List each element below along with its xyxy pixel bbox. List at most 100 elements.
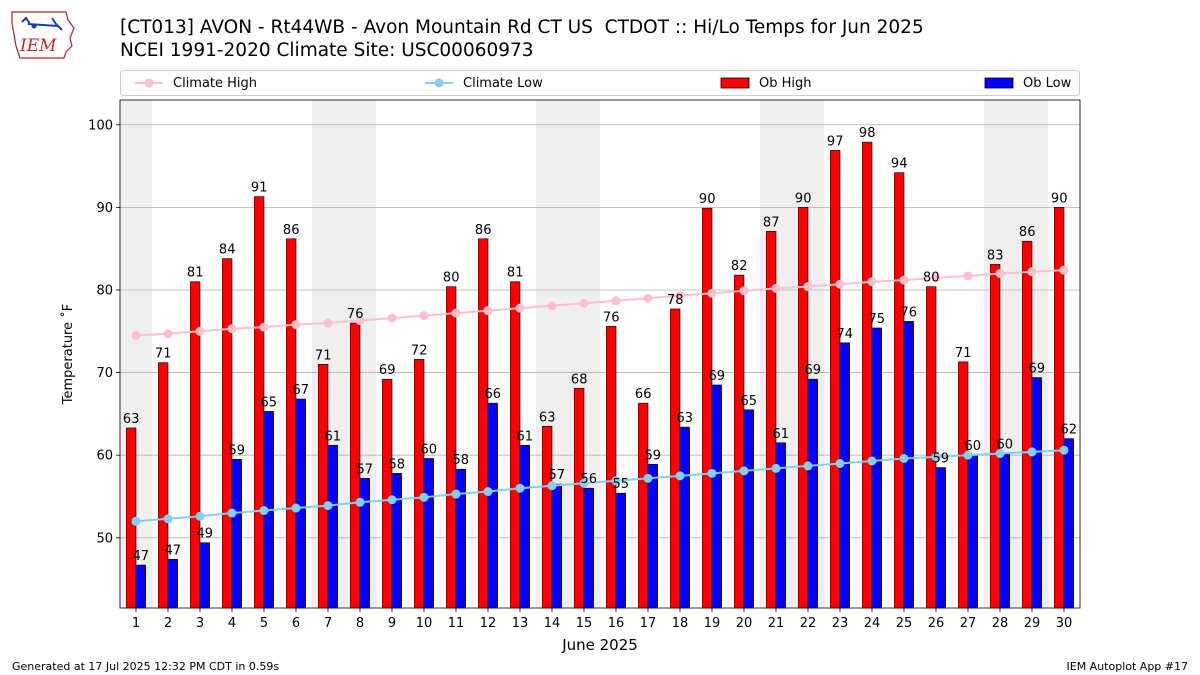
climate-low-point xyxy=(867,456,877,466)
climate-low-point xyxy=(259,506,269,516)
ob-low-label: 49 xyxy=(197,527,214,542)
ob-high-bar xyxy=(638,402,649,609)
climate-low-point xyxy=(995,449,1005,459)
legend-item-ob-low: Ob Low xyxy=(983,71,1071,95)
climate-high-point xyxy=(643,293,653,303)
climate-low-point xyxy=(579,478,589,488)
ob-high-bar xyxy=(894,172,905,609)
x-tick-label: 19 xyxy=(704,616,721,631)
ob-high-bar xyxy=(478,238,489,609)
ob-low-bar xyxy=(839,342,850,609)
ob-low-bar xyxy=(135,564,146,609)
x-tick-label: 10 xyxy=(416,616,433,631)
climate-high-point xyxy=(387,313,397,323)
ob-low-bar xyxy=(807,378,818,609)
ob-low-bar xyxy=(583,487,594,609)
ob-high-bar xyxy=(414,359,425,609)
x-tick-label: 23 xyxy=(832,616,849,631)
climate-low-point xyxy=(899,453,909,463)
ob-low-label: 55 xyxy=(613,477,630,492)
ob-low-label: 66 xyxy=(485,387,502,402)
legend-label: Ob High xyxy=(759,75,812,91)
x-tick-label: 28 xyxy=(992,616,1009,631)
climate-low-point xyxy=(771,463,781,473)
chart-legend: Climate High Climate Low Ob High Ob Low xyxy=(120,70,1080,96)
ob-high-bar xyxy=(286,238,297,609)
climate-high-point xyxy=(675,291,685,301)
climate-high-point xyxy=(707,288,717,298)
ob-high-label: 81 xyxy=(187,266,204,281)
ob-high-label: 90 xyxy=(795,191,812,206)
ob-high-label: 86 xyxy=(475,223,492,238)
climate-high-point xyxy=(611,296,621,306)
climate-low-point xyxy=(451,489,461,499)
x-tick-label: 6 xyxy=(292,616,300,631)
ob-low-label: 63 xyxy=(677,411,694,426)
climate-low-point xyxy=(387,495,397,505)
ob-low-label: 56 xyxy=(581,472,598,487)
ob-low-label: 59 xyxy=(933,452,950,467)
climate-low-point xyxy=(163,514,173,524)
ob-low-bar xyxy=(199,542,210,609)
x-tick-label: 9 xyxy=(388,616,396,631)
ob-low-label: 69 xyxy=(1029,362,1046,377)
ob-low-bar xyxy=(295,398,306,609)
ob-low-bar xyxy=(487,402,498,609)
y-tick-label: 90 xyxy=(96,201,113,216)
climate-low-point xyxy=(675,471,685,481)
iem-logo: IEM xyxy=(11,11,75,59)
climate-low-point xyxy=(355,497,365,507)
ob-low-bar xyxy=(871,327,882,609)
ob-low-bar xyxy=(903,321,914,609)
ob-low-label: 67 xyxy=(293,383,310,398)
ob-high-bar xyxy=(670,308,681,609)
ob-low-label: 57 xyxy=(357,462,374,477)
ob-high-label: 84 xyxy=(219,243,236,258)
legend-label: Ob Low xyxy=(1023,75,1072,91)
ob-high-bar xyxy=(926,286,937,609)
ob-high-label: 69 xyxy=(379,363,396,378)
climate-high-swatch xyxy=(135,78,163,88)
legend-label: Climate High xyxy=(173,75,258,91)
climate-high-point xyxy=(963,271,973,281)
climate-high-point xyxy=(899,275,909,285)
ob-low-bar xyxy=(1031,377,1042,609)
ob-high-swatch xyxy=(720,77,750,89)
legend-item-climate-low: Climate Low xyxy=(423,71,543,95)
ob-high-label: 63 xyxy=(539,410,556,425)
ob-high-bar xyxy=(382,378,393,609)
ob-low-label: 65 xyxy=(261,395,278,410)
x-tick-label: 24 xyxy=(864,616,881,631)
ob-high-label: 72 xyxy=(411,343,428,358)
climate-low-point xyxy=(643,473,653,483)
climate-low-point xyxy=(611,476,621,486)
ob-low-bar xyxy=(167,558,178,609)
climate-low-point xyxy=(515,483,525,493)
ob-low-label: 58 xyxy=(389,457,406,472)
climate-low-point xyxy=(131,516,141,526)
ob-high-bar xyxy=(158,362,169,609)
ob-high-label: 83 xyxy=(987,248,1004,263)
x-tick-label: 18 xyxy=(672,616,689,631)
ob-high-bar xyxy=(702,207,713,609)
climate-high-point xyxy=(1059,265,1069,275)
logo-text: IEM xyxy=(19,36,57,56)
chart-title: [CT013] AVON - Rt44WB - Avon Mountain Rd… xyxy=(120,17,924,38)
ob-low-bar xyxy=(1063,438,1074,609)
climate-low-point xyxy=(547,481,557,491)
ob-high-label: 71 xyxy=(155,347,172,362)
ob-high-bar xyxy=(798,207,809,609)
climate-high-point xyxy=(579,298,589,308)
x-tick-label: 12 xyxy=(480,616,497,631)
ob-low-label: 65 xyxy=(741,394,758,409)
ob-low-label: 60 xyxy=(965,439,982,454)
ob-high-label: 82 xyxy=(731,259,748,274)
y-tick-label: 100 xyxy=(88,118,113,133)
climate-low-point xyxy=(835,458,845,468)
x-tick-label: 8 xyxy=(356,616,364,631)
x-tick-label: 25 xyxy=(896,616,913,631)
climate-high-point xyxy=(227,324,237,334)
climate-low-point xyxy=(323,501,333,511)
climate-low-point xyxy=(803,461,813,471)
climate-high-point xyxy=(291,320,301,330)
